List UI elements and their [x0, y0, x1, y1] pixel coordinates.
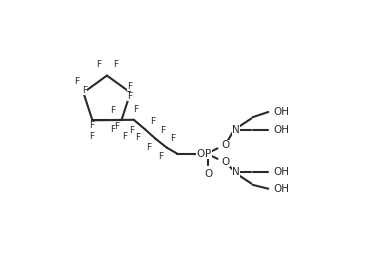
Text: F: F	[122, 132, 127, 141]
Text: O: O	[196, 149, 205, 159]
Text: F: F	[158, 152, 163, 161]
Text: OH: OH	[273, 125, 290, 135]
Text: OH: OH	[273, 167, 290, 177]
Text: F: F	[89, 121, 94, 130]
Text: F: F	[133, 104, 138, 114]
Text: F: F	[127, 92, 132, 100]
Text: OH: OH	[273, 184, 290, 194]
Text: F: F	[113, 60, 118, 69]
Text: F: F	[160, 126, 165, 135]
Text: F: F	[170, 134, 175, 143]
Text: OH: OH	[273, 107, 290, 117]
Text: O: O	[204, 169, 213, 179]
Text: F: F	[114, 123, 119, 132]
Text: N: N	[232, 167, 240, 177]
Text: F: F	[82, 86, 87, 95]
Text: F: F	[146, 143, 151, 152]
Text: O: O	[221, 140, 230, 150]
Text: F: F	[127, 83, 132, 92]
Text: F: F	[96, 60, 101, 69]
Text: F: F	[111, 125, 116, 134]
Text: P: P	[205, 149, 211, 159]
Text: O: O	[221, 157, 230, 167]
Text: F: F	[129, 126, 134, 135]
Text: F: F	[150, 117, 155, 126]
Text: N: N	[232, 125, 240, 135]
Text: F: F	[136, 133, 141, 142]
Text: F: F	[74, 77, 79, 86]
Text: F: F	[110, 107, 116, 115]
Text: F: F	[89, 132, 94, 141]
